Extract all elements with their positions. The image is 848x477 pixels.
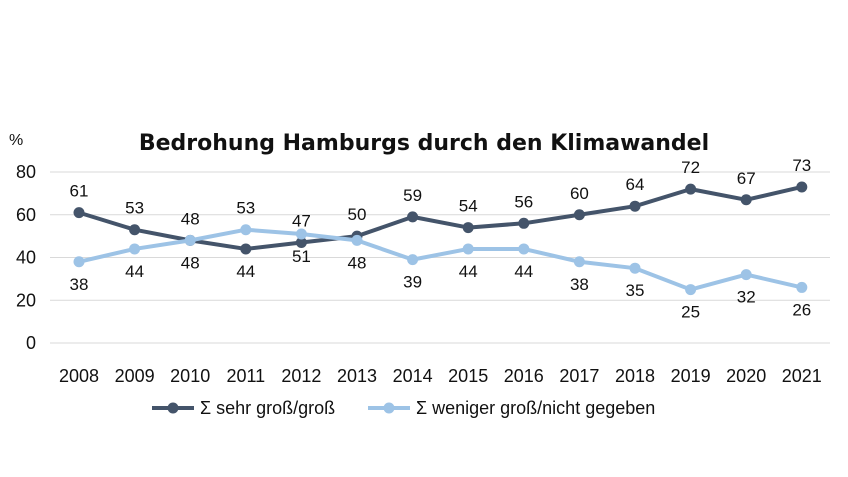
y-tick-label: 60 — [16, 205, 36, 225]
data-label: 54 — [459, 197, 478, 216]
data-label: 48 — [181, 209, 200, 228]
x-tick-label: 2010 — [170, 366, 210, 386]
data-label: 44 — [514, 262, 533, 281]
series-lines — [73, 181, 808, 296]
data-labels: 61 53 48 44 47 50 59 54 56 60 64 72 67 73 38 44 48 53 51 48… — [70, 156, 812, 322]
data-point — [129, 224, 141, 236]
data-point — [462, 222, 474, 234]
data-label: 59 — [403, 186, 422, 205]
data-label: 26 — [792, 300, 811, 319]
data-label: 53 — [236, 199, 255, 218]
data-point — [240, 224, 252, 236]
data-label: 47 — [292, 212, 311, 231]
legend-marker-1 — [383, 402, 395, 414]
data-point — [740, 269, 752, 281]
chart-title: Bedrohung Hamburgs durch den Klimawandel — [139, 131, 709, 156]
x-tick-label: 2016 — [504, 366, 544, 386]
data-point — [629, 200, 641, 212]
data-point — [295, 237, 307, 249]
legend-label-0: Σ sehr groß/groß — [200, 398, 335, 418]
data-label: 48 — [181, 253, 200, 272]
data-label: 48 — [348, 253, 367, 272]
data-point — [407, 254, 419, 266]
data-label: 56 — [514, 192, 533, 211]
x-tick-label: 2019 — [671, 366, 711, 386]
data-label: 32 — [737, 288, 756, 307]
data-point — [73, 256, 85, 268]
data-label: 61 — [70, 182, 89, 201]
y-tick-label: 40 — [16, 248, 36, 268]
data-point — [629, 262, 641, 274]
data-point — [462, 243, 474, 255]
x-tick-label: 2021 — [782, 366, 822, 386]
data-point — [740, 194, 752, 206]
data-point — [518, 243, 530, 255]
data-label: 38 — [570, 275, 589, 294]
data-point — [407, 211, 419, 223]
x-tick-label: 2012 — [281, 366, 321, 386]
x-tick-label: 2017 — [559, 366, 599, 386]
legend-label-1: Σ weniger groß/nicht gegeben — [416, 398, 655, 418]
data-label: 53 — [125, 199, 144, 218]
data-label: 60 — [570, 184, 589, 203]
data-label: 38 — [70, 275, 89, 294]
data-label: 51 — [292, 247, 311, 266]
x-tick-label: 2014 — [393, 366, 433, 386]
legend: Σ sehr groß/groß Σ weniger groß/nicht geg… — [152, 398, 655, 418]
data-label: 25 — [681, 303, 700, 322]
x-tick-label: 2015 — [448, 366, 488, 386]
data-point — [240, 243, 252, 255]
data-point — [295, 228, 307, 240]
series-line-1 — [78, 227, 803, 292]
data-label: 44 — [125, 262, 144, 281]
data-label: 73 — [792, 156, 811, 175]
data-point — [796, 281, 808, 293]
y-tick-label: 20 — [16, 290, 36, 310]
data-label: 72 — [681, 158, 700, 177]
gridlines — [50, 171, 830, 344]
data-point — [685, 183, 697, 195]
x-tick-label: 2008 — [59, 366, 99, 386]
data-point — [73, 207, 85, 219]
data-point — [184, 234, 196, 246]
data-point — [796, 181, 808, 193]
y-tick-label: 80 — [16, 162, 36, 182]
y-axis-unit: % — [9, 132, 23, 149]
data-point — [518, 217, 530, 229]
data-label: 67 — [737, 169, 756, 188]
legend-marker-0 — [167, 402, 179, 414]
x-tick-label: 2020 — [726, 366, 766, 386]
data-label: 44 — [459, 262, 478, 281]
data-point — [573, 256, 585, 268]
x-tick-label: 2013 — [337, 366, 377, 386]
x-tick-label: 2018 — [615, 366, 655, 386]
data-label: 35 — [626, 281, 645, 300]
y-tick-label: 0 — [26, 333, 36, 353]
data-label: 50 — [348, 205, 367, 224]
data-label: 64 — [626, 175, 645, 194]
data-label: 39 — [403, 273, 422, 292]
series-line-0 — [78, 185, 803, 251]
data-point — [129, 243, 141, 255]
data-point — [573, 209, 585, 221]
x-tick-label: 2011 — [226, 366, 265, 386]
y-axis-ticks: 0 20 40 60 80 — [16, 162, 36, 353]
data-point — [685, 284, 697, 296]
data-label: 44 — [236, 262, 255, 281]
x-axis-ticks: 2008 2009 2010 2011 2012 2013 2014 2015 2016 2017… — [59, 366, 822, 386]
x-tick-label: 2009 — [115, 366, 155, 386]
data-point — [351, 234, 363, 246]
